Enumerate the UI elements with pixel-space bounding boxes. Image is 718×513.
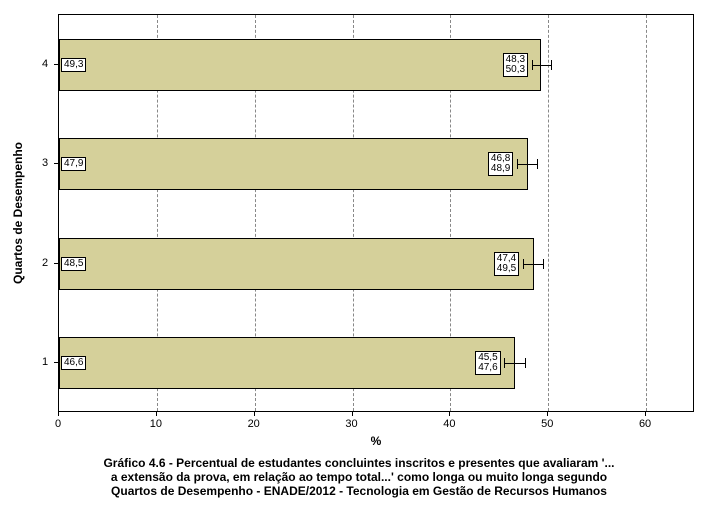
plot-area: 46,6 45,547,6 48,5 47,449,5 47,9 46,848,9 49,3…: [58, 14, 694, 412]
x-tick-label: 40: [443, 418, 455, 430]
x-tick-label: 60: [639, 418, 651, 430]
y-tick: [54, 163, 58, 164]
error-bar: [532, 65, 552, 66]
x-tick-label: 20: [248, 418, 260, 430]
x-tick-label: 50: [541, 418, 553, 430]
chart-container: 46,6 45,547,6 48,5 47,449,5 47,9 46,848,9 49,3…: [0, 0, 718, 513]
bar: [59, 39, 541, 91]
gridline: [548, 15, 549, 411]
x-tick: [547, 412, 548, 416]
bar-value-label: 49,3: [61, 58, 86, 72]
x-tick: [156, 412, 157, 416]
bar-ci-label: 47,449,5: [494, 252, 519, 276]
error-cap: [532, 60, 533, 70]
x-tick: [58, 412, 59, 416]
y-tick-label: 1: [42, 356, 48, 368]
x-tick: [645, 412, 646, 416]
y-axis-label: Quartos de Desempenho: [11, 142, 25, 284]
bar: [59, 238, 534, 290]
bar-value-label: 48,5: [61, 257, 86, 271]
chart-caption: Gráfico 4.6 - Percentual de estudantes c…: [0, 456, 718, 498]
error-cap: [537, 159, 538, 169]
x-tick: [254, 412, 255, 416]
error-bar: [523, 264, 544, 265]
x-axis-label: %: [371, 434, 382, 448]
error-cap: [543, 259, 544, 269]
y-tick: [54, 64, 58, 65]
y-tick: [54, 362, 58, 363]
bar-value-label: 47,9: [61, 157, 86, 171]
x-tick-label: 0: [55, 418, 61, 430]
bar-value-label: 46,6: [61, 356, 86, 370]
error-cap: [525, 358, 526, 368]
bar-ci-label: 46,848,9: [488, 152, 513, 176]
y-tick-label: 2: [42, 257, 48, 269]
bar-ci-label: 48,350,3: [503, 53, 528, 77]
bar: [59, 337, 515, 389]
error-cap: [517, 159, 518, 169]
error-bar: [517, 164, 538, 165]
error-cap: [523, 259, 524, 269]
x-tick: [352, 412, 353, 416]
y-tick-label: 4: [42, 58, 48, 70]
bar: [59, 138, 528, 190]
y-tick-label: 3: [42, 157, 48, 169]
error-bar: [504, 363, 525, 364]
error-cap: [551, 60, 552, 70]
x-tick-label: 10: [150, 418, 162, 430]
y-tick: [54, 263, 58, 264]
gridline: [646, 15, 647, 411]
x-tick-label: 30: [345, 418, 357, 430]
error-cap: [504, 358, 505, 368]
x-tick: [449, 412, 450, 416]
bar-ci-label: 45,547,6: [475, 351, 500, 375]
